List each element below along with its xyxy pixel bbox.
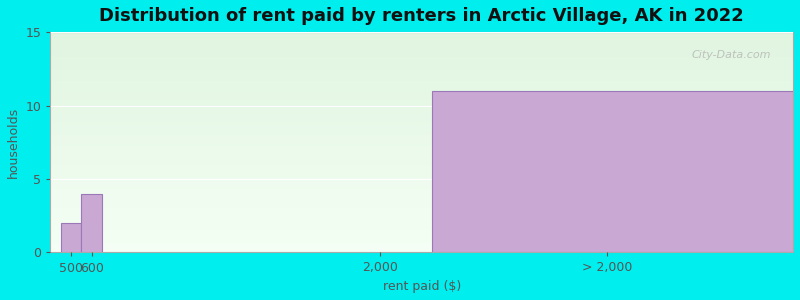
Text: City-Data.com: City-Data.com [691,50,770,60]
Y-axis label: households: households [7,107,20,178]
Bar [82,194,102,253]
X-axis label: rent paid ($): rent paid ($) [382,280,461,293]
Bar [432,91,793,253]
Title: Distribution of rent paid by renters in Arctic Village, AK in 2022: Distribution of rent paid by renters in … [99,7,744,25]
Bar [61,223,82,253]
